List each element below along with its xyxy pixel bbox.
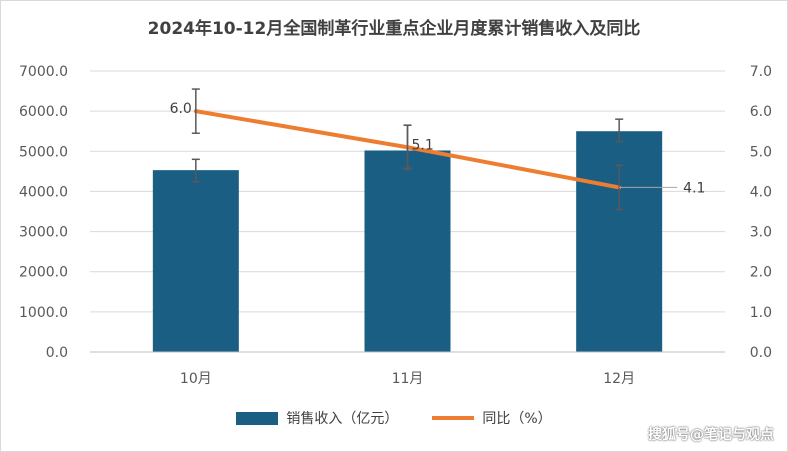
legend-swatch-bar: [236, 411, 279, 425]
legend-swatch-line: [432, 416, 475, 420]
bar: [364, 150, 451, 352]
bar: [576, 131, 663, 352]
legend-label-sales: 销售收入（亿元）: [286, 411, 399, 427]
left-tick-label: 5000.0: [19, 144, 68, 160]
right-tick-label: 3.0: [750, 225, 772, 241]
left-tick-label: 3000.0: [19, 225, 68, 241]
legend-item-sales: 销售收入（亿元）: [236, 408, 398, 428]
left-tick-label: 0.0: [46, 345, 68, 361]
watermark: 搜狐号@笔记与观点: [648, 427, 774, 443]
left-tick-label: 7000.0: [19, 64, 68, 80]
right-tick-label: 4.0: [750, 184, 772, 200]
chart-legend: 销售收入（亿元） 同比（%）: [0, 408, 788, 428]
right-tick-label: 0.0: [750, 345, 772, 361]
left-tick-label: 6000.0: [19, 104, 68, 120]
left-tick-label: 4000.0: [19, 184, 68, 200]
right-tick-label: 6.0: [750, 104, 772, 120]
legend-label-yoy: 同比（%）: [482, 411, 552, 427]
category-label: 12月: [603, 371, 635, 387]
right-tick-label: 1.0: [750, 305, 772, 321]
category-label: 11月: [392, 371, 424, 387]
category-label: 10月: [180, 371, 212, 387]
data-label: 5.1: [412, 137, 434, 153]
bar: [152, 170, 239, 352]
legend-item-yoy: 同比（%）: [432, 408, 552, 428]
right-tick-label: 7.0: [750, 64, 772, 80]
data-label: 6.0: [170, 101, 192, 117]
right-tick-label: 5.0: [750, 144, 772, 160]
right-tick-label: 2.0: [750, 265, 772, 281]
left-tick-label: 1000.0: [19, 305, 68, 321]
data-label: 4.1: [683, 180, 705, 196]
left-tick-label: 2000.0: [19, 265, 68, 281]
chart-title: 2024年10-12月全国制革行业重点企业月度累计销售收入及同比: [147, 19, 641, 39]
